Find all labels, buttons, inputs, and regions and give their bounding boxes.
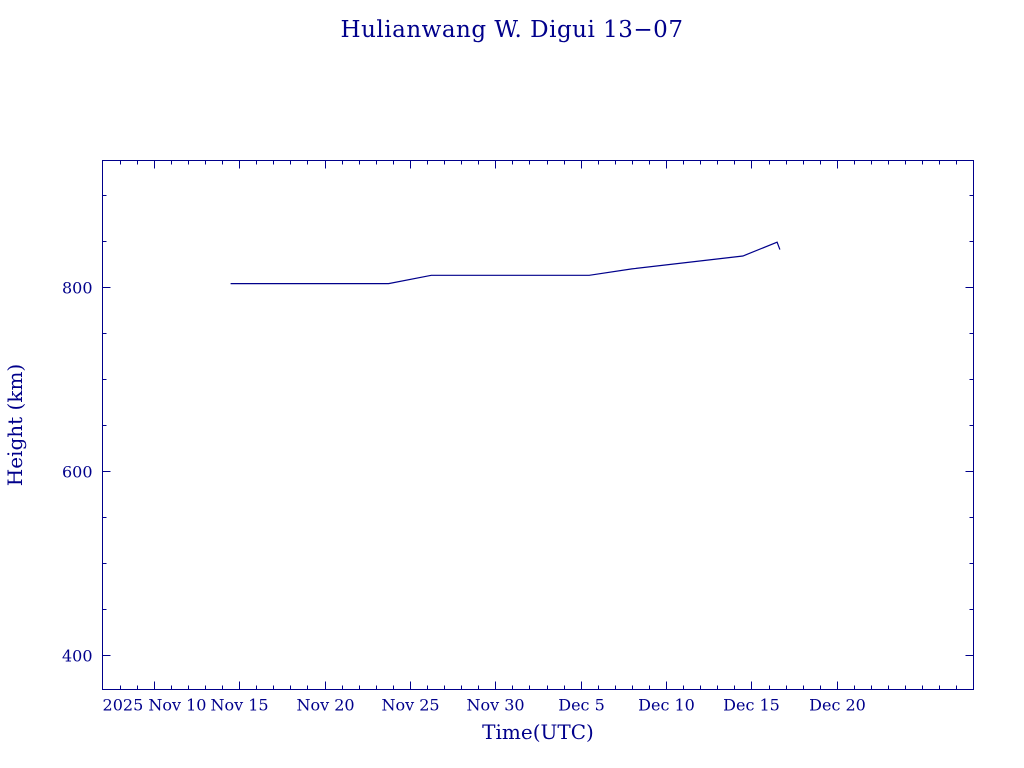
plot-frame xyxy=(102,160,974,690)
x-tick-label: Dec 5 xyxy=(558,696,605,715)
x-tick-label: Dec 20 xyxy=(809,696,866,715)
x-axis-title: Time(UTC) xyxy=(482,720,594,744)
series-line xyxy=(230,241,781,285)
y-tick-label: 600 xyxy=(62,463,93,482)
x-tick-label: Nov 30 xyxy=(466,696,524,715)
series-layer xyxy=(230,241,781,285)
x-tick-label: Nov 25 xyxy=(381,696,439,715)
y-axis-title: Height (km) xyxy=(3,364,27,486)
x-tick-label: Nov 20 xyxy=(296,696,354,715)
x-tick-label: Dec 10 xyxy=(638,696,695,715)
y-tick-label: 400 xyxy=(62,647,93,666)
x-tick-label: Nov 15 xyxy=(210,696,268,715)
x-axis: 2025 Nov 10 Nov 15 Nov 20 Nov 25 Nov 30 Dec 5… xyxy=(103,160,957,715)
chart-title: Hulianwang W. Digui 13−07 xyxy=(341,17,684,43)
y-tick-label: 800 xyxy=(62,279,93,298)
y-axis: 400 600 800 xyxy=(62,195,974,666)
x-tick-label: 2025 Nov 10 xyxy=(103,696,207,715)
x-tick-label: Dec 15 xyxy=(723,696,780,715)
